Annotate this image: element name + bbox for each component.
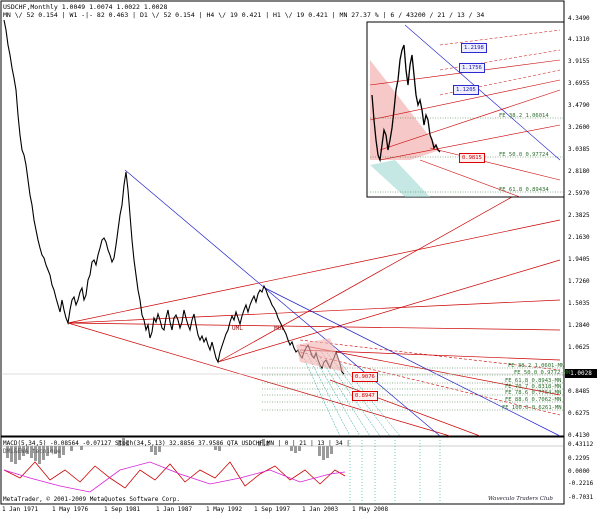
inset-fan [370,160,430,197]
inset-fibo-label: FE 38.2 1.06014 [499,113,549,119]
price-tick: 4.1310 [568,36,590,43]
fibo-level-label: FE 78.6 0.7764-MN [505,390,562,396]
fibo-level-label: FE 61.8 0.8943-MN [505,378,562,384]
price-tick: 3.4790 [568,102,590,109]
current-price-tag: 1.0028 [565,369,597,378]
macd-legend: MACD(5,34,5) -0.08564 -0.07127 [3,440,112,447]
fibo-level-label: FE 50.0 0.9772-MN [514,370,571,376]
indicator-name: DML&EWA tecnique [3,448,61,455]
blue-trendlines [124,169,561,437]
price-tick: 0.4130 [568,432,590,439]
inset-target-box: 1.2198 [461,43,487,53]
channel-lines [67,169,561,437]
macd-tick: -0.7031 [568,494,594,501]
inset-red-box: 0.9815 [459,153,485,163]
inset-fibo-lines [370,117,563,193]
price-tick: 1.9405 [568,256,590,263]
price-tick: 0.6275 [568,410,590,417]
cycle-markers [349,437,441,504]
price-tick: 2.3825 [568,212,590,219]
macd-tick: 0.2295 [568,455,590,462]
qta-legend: QTA USDCHF,MN | 0 | 21 | 13 | 34 | [227,440,350,447]
macd-tick: 0.0000 [568,468,590,475]
time-tick: 1 May 2008 [352,506,389,513]
time-tick: 1 Sep 1981 [104,506,141,513]
wave-label: UML [232,325,243,332]
price-tick: 2.5970 [568,190,590,197]
price-tick: 4.3490 [568,15,590,22]
price-tick: 3.0385 [568,146,590,153]
time-tick: 1 May 1976 [52,506,89,513]
fibo-level-label: FE 70.7 0.8318-MN [505,384,562,390]
timeframe-status: MN \/ 52 0.154 | W1 -|- 82 0.463 | D1 \/… [3,11,485,19]
time-tick: 1 Jan 1971 [2,506,39,513]
inset-red-lines [369,59,561,198]
macd-tick: 0.43112 [568,441,594,448]
price-tick: 3.6955 [568,80,590,87]
shaded-region [296,338,345,372]
fibo-level-label: FE 38.2 1.0601-MN [508,363,565,369]
inset-fibo-label: FE 61.8 0.89434 [499,187,549,193]
price-target-box: 0.9076 [352,372,378,382]
indicator-panel [0,436,565,505]
price-tick: 2.1630 [568,234,590,241]
inset-target-box: 1.1756 [459,63,485,73]
fibo-level-label: FE 88.6 0.7062-MN [505,397,562,403]
macd-histogram [6,438,333,464]
inset-fibo-label: FE 50.0 0.97724 [499,152,549,158]
wave-label: MUL [274,325,285,332]
time-tick: 1 Sep 1997 [254,506,291,513]
price-target-box: 0.8947 [352,391,378,401]
channel-dashed [299,339,561,416]
indicator-legend: MACD(5,34,5) -0.08564 -0.07127 Stoch(34,… [3,440,350,448]
time-tick: 1 Jan 1987 [156,506,193,513]
stoch-line [3,461,346,493]
chart-title: USDCHF,Monthly 1.0049 1.0074 1.0022 1.00… [3,3,168,11]
price-tick: 0.8485 [568,388,590,395]
price-tick: 1.5035 [568,300,590,307]
inset-blue-lines [404,24,561,161]
inset-shaded [370,60,440,160]
time-tick: 1 May 1992 [206,506,243,513]
copyright: MetaTrader, © 2001-2009 MetaQuotes Softw… [3,496,181,503]
price-tick: 1.0625 [568,344,590,351]
price-series [3,19,345,375]
price-tick: 3.2600 [568,124,590,131]
price-tick: 2.8180 [568,168,590,175]
price-tick: 3.9155 [568,58,590,65]
macd-tick: -0.2216 [568,480,594,487]
price-tick: 1.2840 [568,322,590,329]
fibo-lines [262,367,563,411]
fibo-level-label: FE 100.0 0.6261-MN [502,405,562,411]
stoch-legend: Stoch(34,5,13) 32.8856 37.9586 [115,440,224,447]
price-tick: 1.7260 [568,278,590,285]
signature: Waveculo Traders Club [488,496,553,502]
time-tick: 1 Jan 2003 [302,506,339,513]
inset-price-series [371,44,441,163]
inset-target-box: 1.1205 [453,85,479,95]
